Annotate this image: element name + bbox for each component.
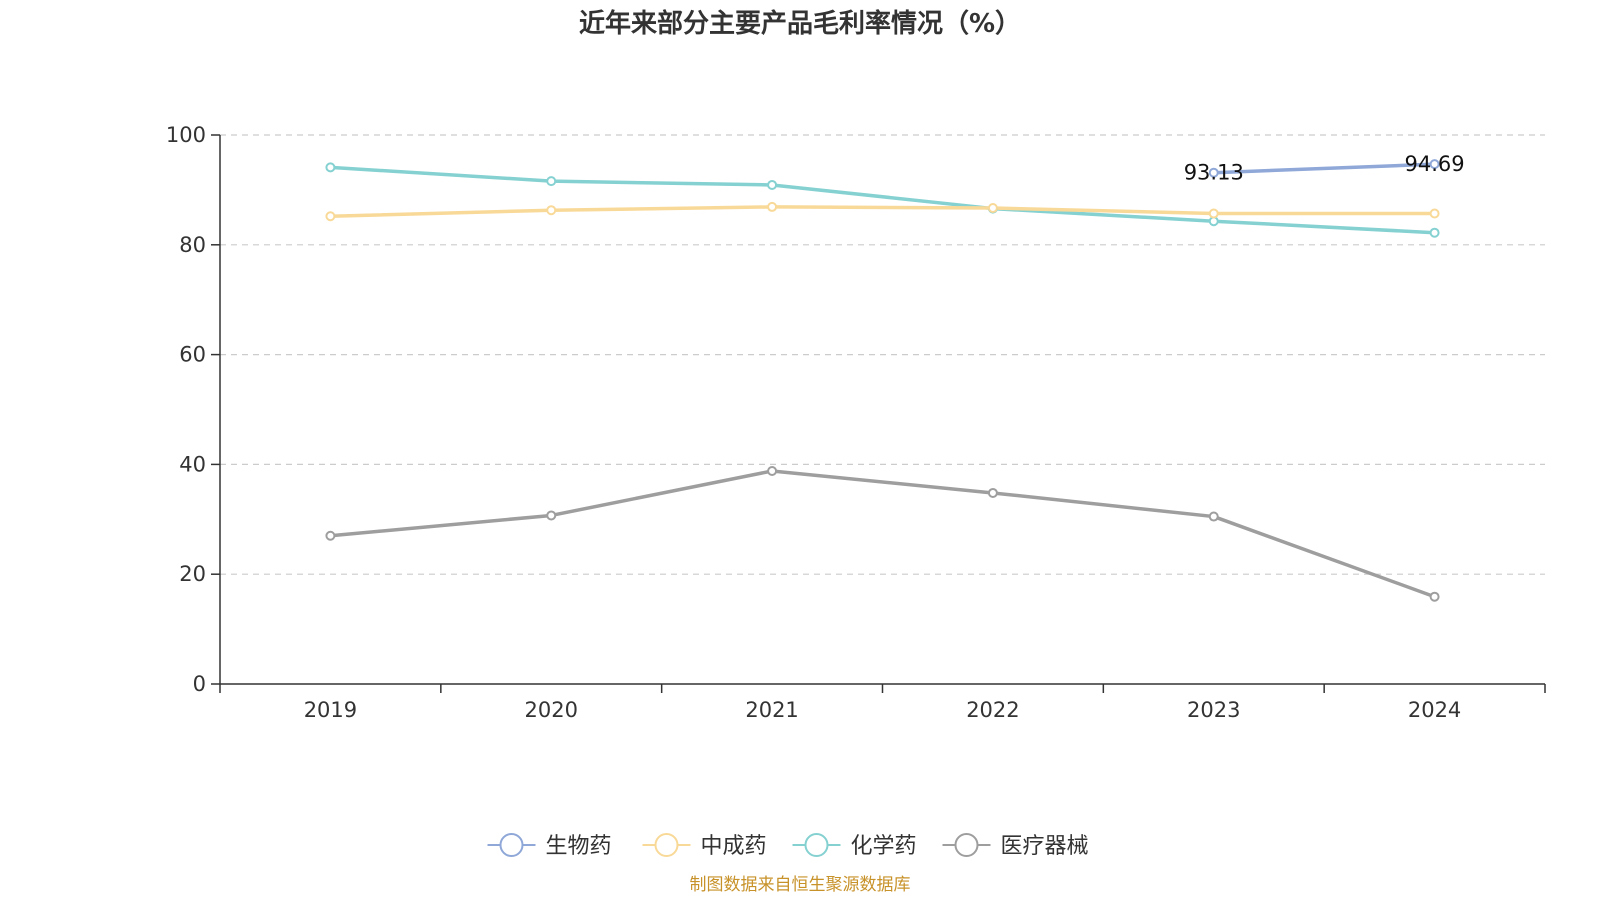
y-tick-label-0: 0: [193, 672, 206, 696]
point-化学药-2019: [325, 162, 336, 173]
x-tick-label-2022: 2022: [966, 698, 1019, 722]
point-中成药-2023: [1208, 208, 1219, 219]
series-line-医疗器械: [330, 469, 1436, 599]
y-tick-label-40: 40: [179, 452, 206, 476]
legend-marker-医疗器械: [954, 833, 979, 857]
y-tick-label-100: 100: [166, 123, 206, 147]
y-tick-label-60: 60: [179, 343, 206, 367]
point-化学药-2020: [546, 176, 557, 187]
series-lines: [330, 162, 1436, 599]
point-医疗器械-2024: [1429, 591, 1440, 602]
series-line-中成药: [330, 205, 1435, 219]
source-note: 制图数据来自恒生聚源数据库: [690, 875, 911, 895]
legend: 生物药 中成药 化学药 医疗器械: [487, 833, 1089, 859]
legend-marker-化学药: [804, 833, 829, 857]
point-生物药-2023: [1208, 167, 1219, 178]
axes: 0 20 40 60 80 100 2019 2020 2021 2022 2023 2024: [166, 123, 1546, 722]
data-label-生物药-2023: 93.13: [1184, 161, 1244, 185]
x-tick-label-2020: 2020: [525, 698, 578, 722]
x-tick-label-2024: 2024: [1408, 698, 1461, 722]
legend-label-医疗器械: 医疗器械: [1001, 834, 1089, 859]
series-points: [325, 159, 1440, 602]
grid-lines: [220, 134, 1545, 575]
series-line-化学药: [330, 165, 1435, 235]
legend-item-中成药: 中成药: [642, 833, 767, 859]
series-line-生物药: [1213, 162, 1435, 175]
legend-label-中成药: 中成药: [701, 834, 767, 859]
x-tick-label-2021: 2021: [745, 698, 798, 722]
x-tick-label-2023: 2023: [1187, 698, 1240, 722]
y-tick-label-80: 80: [179, 233, 206, 257]
point-医疗器械-2023: [1208, 511, 1219, 522]
point-医疗器械-2020: [546, 510, 557, 521]
legend-marker-生物药: [499, 833, 524, 857]
point-中成药-2022: [987, 203, 998, 214]
legend-marker-中成药: [654, 833, 679, 857]
data-labels: 93.13 94.69: [1184, 152, 1465, 185]
point-医疗器械-2021: [767, 465, 778, 476]
legend-label-化学药: 化学药: [851, 834, 917, 859]
point-中成药-2020: [546, 205, 557, 216]
point-医疗器械-2022: [987, 487, 998, 498]
point-化学药-2021: [767, 179, 778, 190]
point-生物药-2024: [1429, 159, 1440, 170]
chart-title: 近年来部分主要产品毛利率情况（%）: [579, 8, 1021, 39]
legend-item-化学药: 化学药: [792, 833, 917, 859]
y-tick-label-20: 20: [179, 562, 206, 586]
legend-item-医疗器械: 医疗器械: [942, 833, 1089, 859]
point-中成药-2021: [767, 201, 778, 212]
legend-label-生物药: 生物药: [546, 834, 612, 859]
point-医疗器械-2019: [325, 530, 336, 541]
data-label-生物药-2024: 94.69: [1405, 152, 1465, 176]
point-中成药-2024: [1429, 208, 1440, 219]
legend-item-生物药: 生物药: [487, 833, 612, 859]
point-化学药-2024: [1429, 227, 1440, 238]
x-tick-label-2019: 2019: [304, 698, 357, 722]
point-中成药-2019: [325, 211, 336, 222]
